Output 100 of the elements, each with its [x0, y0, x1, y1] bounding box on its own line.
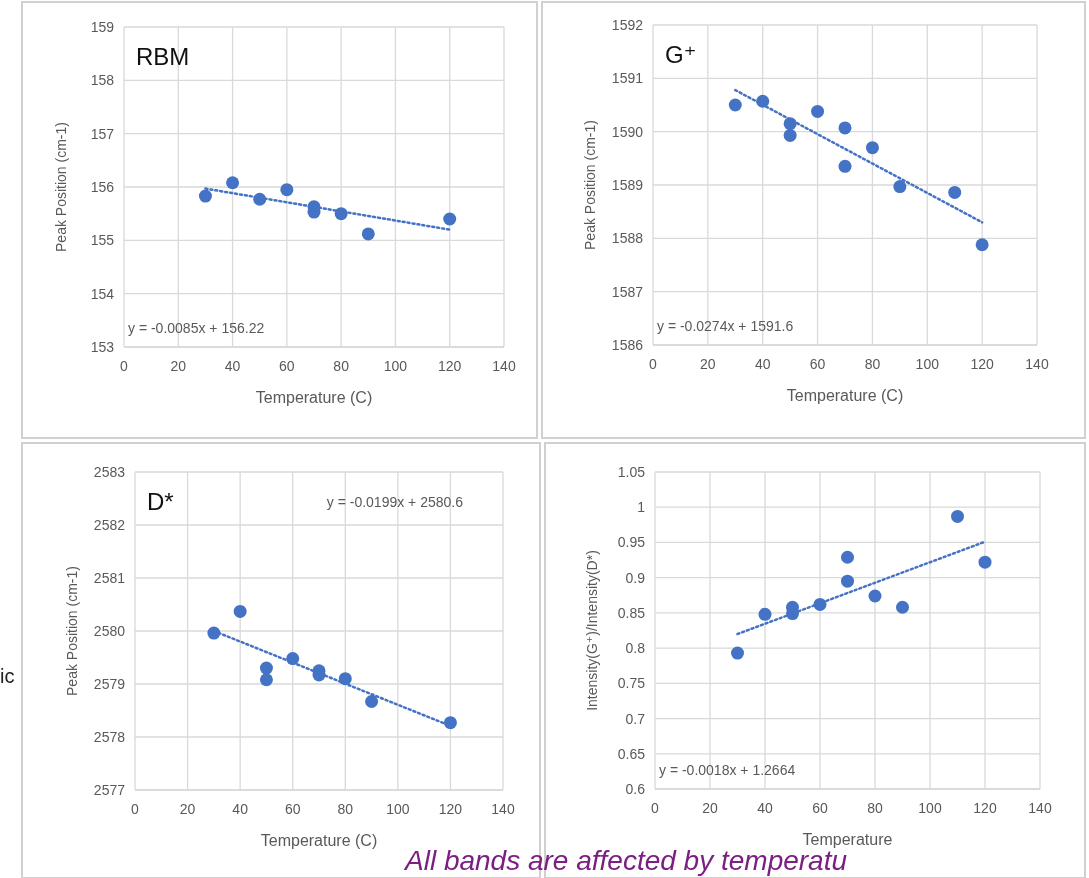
point [198, 189, 212, 203]
x-tick-label: 40 [232, 801, 249, 817]
y-tick-label: 0.65 [617, 745, 646, 762]
x-tick-label: 80 [337, 801, 354, 817]
y-tick-label: 1586 [611, 337, 644, 353]
point [280, 183, 294, 197]
x-tick-label: 60 [279, 358, 295, 374]
point [783, 128, 797, 142]
point [868, 589, 882, 603]
x-tick-label: 40 [754, 356, 771, 372]
x-tick-label: 80 [333, 358, 350, 374]
point [838, 121, 852, 135]
x-tick-label: 0 [120, 358, 129, 374]
point [365, 694, 379, 708]
point [896, 600, 909, 614]
y-tick-label: 155 [90, 232, 115, 249]
point [865, 141, 879, 155]
y-tick-label: 0.8 [625, 640, 646, 657]
x-tick-label: 40 [224, 358, 241, 374]
x-axis-title: Temperature (C) [786, 387, 904, 404]
x-tick-label: 140 [1025, 356, 1049, 372]
y-tick-label: 158 [90, 72, 115, 89]
point [893, 180, 907, 194]
y-tick-label: 2580 [93, 623, 126, 639]
y-tick-label: 159 [90, 19, 115, 35]
point [443, 212, 457, 226]
y-axis-title: Intensity(G⁺)/Intensity(D*) [584, 550, 600, 711]
point [951, 509, 964, 523]
y-tick-label: 0.7 [625, 710, 646, 727]
x-tick-label: 120 [970, 356, 995, 372]
x-tick-label: 40 [757, 800, 773, 816]
x-tick-label: 140 [1028, 800, 1052, 816]
y-tick-label: 1587 [611, 283, 644, 300]
y-tick-label: 2579 [93, 676, 126, 692]
point [758, 607, 772, 621]
y-tick-label: 2583 [93, 464, 126, 480]
x-tick-label: 120 [973, 800, 997, 816]
x-tick-label: 100 [918, 800, 942, 816]
point [811, 104, 825, 118]
y-tick-label: 0.6 [625, 781, 646, 797]
y-tick-label: 153 [90, 339, 115, 355]
x-tick-label: 20 [170, 358, 187, 374]
point [841, 574, 854, 588]
point [841, 550, 854, 564]
y-tick-label: 1 [637, 499, 646, 516]
x-tick-label: 60 [284, 801, 301, 817]
text: D* [147, 488, 174, 515]
y-tick-label: 2581 [93, 570, 126, 586]
y-tick-label: 0.9 [625, 569, 646, 586]
y-tick-label: 0.75 [617, 675, 646, 692]
point [948, 185, 962, 199]
x-tick-label: 0 [649, 356, 658, 372]
y-axis-title: Peak Position (cm-1) [582, 120, 598, 250]
y-tick-label: 0.95 [617, 534, 646, 551]
point [233, 604, 247, 618]
x-tick-label: 60 [812, 800, 828, 816]
y-tick-label: 156 [90, 179, 115, 195]
y-tick-label: 154 [90, 285, 115, 302]
x-tick-label: 120 [438, 358, 462, 374]
y-tick-label: 2578 [93, 729, 126, 745]
y-tick-label: 2582 [93, 517, 126, 533]
x-tick-label: 100 [386, 801, 410, 817]
x-tick-label: 60 [809, 356, 826, 372]
x-tick-label: 0 [131, 801, 140, 817]
point [838, 159, 852, 173]
x-tick-label: 20 [702, 800, 718, 816]
point [226, 176, 240, 190]
y-tick-label: 1591 [611, 70, 644, 87]
point [728, 98, 742, 112]
annotation: y = -0.0018x + 1.2664 [659, 762, 796, 778]
x-tick-label: 120 [438, 801, 463, 817]
x-tick-label: 80 [867, 800, 883, 816]
point [259, 661, 273, 675]
x-tick-label: 140 [492, 358, 516, 374]
text: RBM [136, 43, 190, 70]
x-tick-label: 20 [179, 801, 196, 817]
point [731, 646, 744, 660]
y-tick-label: 0.85 [617, 604, 646, 621]
y-axis-title: Peak Position (cm-1) [53, 122, 69, 252]
y-tick-label: 1.05 [617, 464, 646, 480]
y-tick-label: 1588 [611, 230, 644, 247]
text: All bands are affected by temperatu [403, 845, 848, 876]
y-tick-label: 1592 [611, 17, 644, 33]
annotation: y = -0.0085x + 156.22 [128, 320, 265, 336]
y-tick-label: 1590 [611, 123, 644, 140]
point [443, 716, 457, 730]
x-axis-title: Temperature (C) [255, 389, 373, 406]
y-tick-label: 2577 [93, 782, 126, 798]
x-axis-title: Temperature [802, 831, 893, 848]
x-tick-label: 0 [651, 800, 660, 816]
point [361, 227, 375, 241]
point [259, 673, 273, 687]
x-tick-label: 80 [864, 356, 881, 372]
point [975, 238, 989, 252]
x-axis-title: Temperature (C) [260, 832, 378, 849]
annotation: y = -0.0274x + 1591.6 [657, 318, 794, 334]
text: ic [0, 665, 15, 687]
text: G⁺ [665, 41, 697, 68]
x-tick-label: 140 [491, 801, 515, 817]
x-tick-label: 100 [383, 358, 408, 374]
